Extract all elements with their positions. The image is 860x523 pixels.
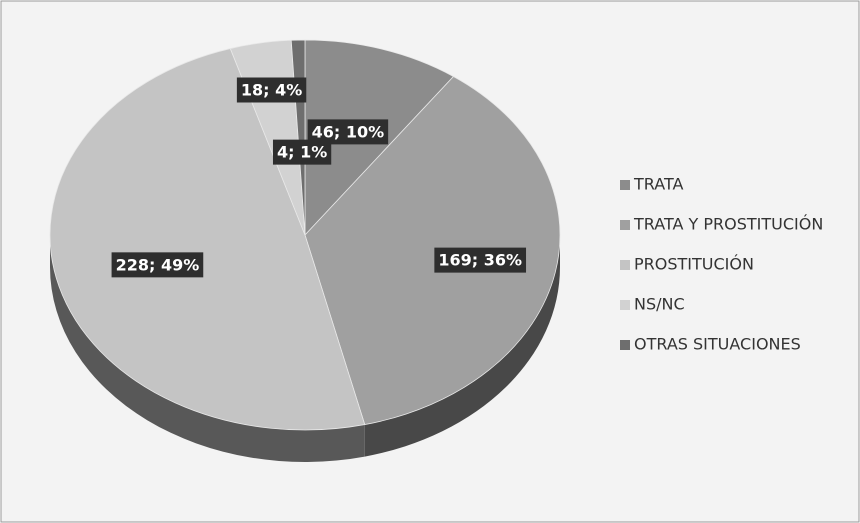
slice <box>49 48 366 431</box>
data-label-box <box>434 247 527 273</box>
data-label-box <box>111 252 204 278</box>
legend-swatch <box>620 300 630 310</box>
slice-side <box>364 235 560 457</box>
data-label-box <box>272 139 332 165</box>
legend-label: TRATA Y PROSTITUCIÓN <box>633 215 823 234</box>
legend-swatch <box>620 260 630 270</box>
data-label: 169; 36% <box>438 251 522 270</box>
legend-label: NS/NC <box>634 295 685 314</box>
data-label: 228; 49% <box>116 255 200 274</box>
legend-swatch <box>620 340 630 350</box>
data-label: 18; 4% <box>241 81 302 100</box>
legend-label: PROSTITUCIÓN <box>634 255 754 274</box>
data-label-box <box>236 77 307 103</box>
slice <box>304 75 561 426</box>
legend-label: TRATA <box>633 175 683 194</box>
legend-swatch <box>620 220 630 230</box>
slice-side <box>50 235 365 463</box>
legend-swatch <box>620 180 630 190</box>
data-label: 4; 1% <box>277 143 327 162</box>
legend-label: OTRAS SITUACIONES <box>634 335 801 354</box>
data-label: 46; 10% <box>312 122 385 141</box>
